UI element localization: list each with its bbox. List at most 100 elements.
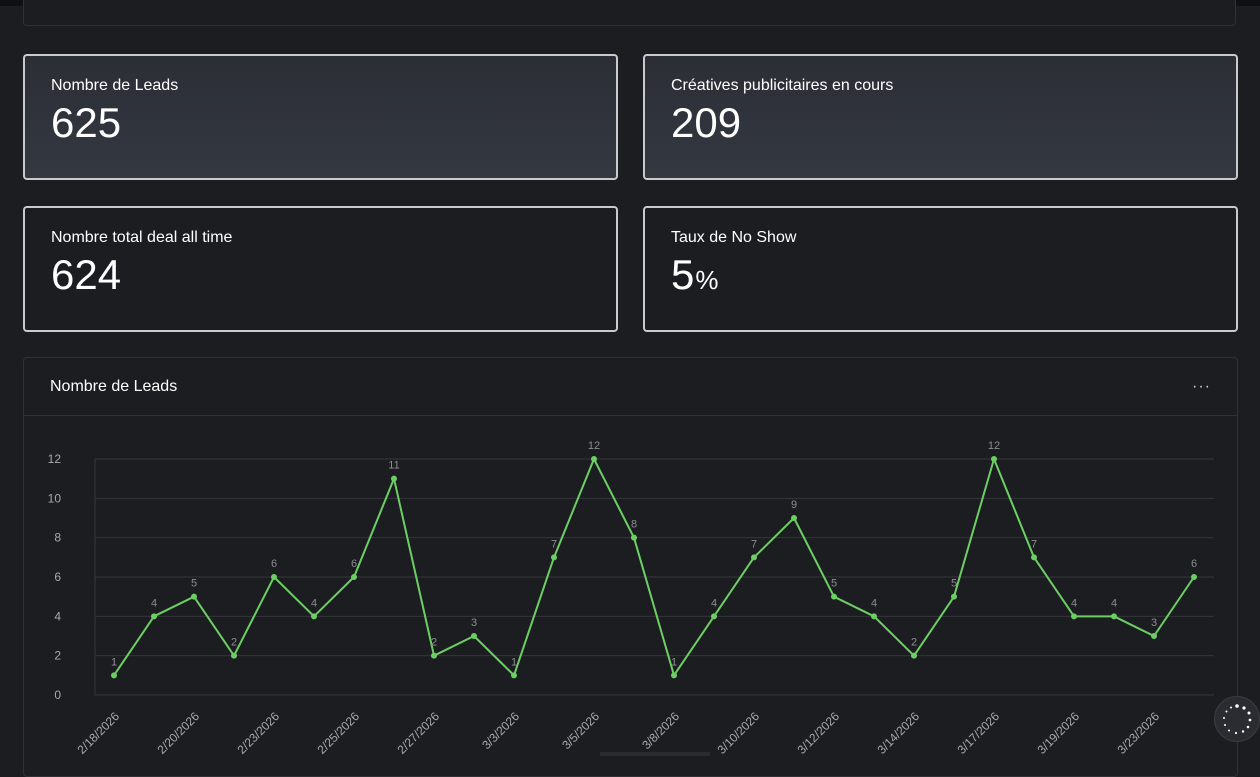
data-point [231,652,237,659]
more-options-button[interactable]: ··· [1192,377,1211,395]
data-point [1031,554,1037,561]
kpi-label: Créatives publicitaires en cours [671,77,894,94]
kpi-card-creatives[interactable]: Créatives publicitaires en cours 209 [643,54,1238,180]
data-point [951,593,957,600]
x-tick-label: 2/23/2026 [234,709,282,756]
data-point [271,574,277,580]
data-point [1071,613,1077,620]
y-tick-label: 0 [54,688,61,702]
top-panel [23,0,1236,26]
data-point [151,613,157,620]
data-point [511,672,517,679]
kpi-value: 625 [51,100,590,151]
data-label: 2 [431,637,437,649]
data-label: 3 [471,617,477,629]
data-point [711,613,717,620]
bottom-strip [600,752,710,756]
kpi-card-no-show[interactable]: Taux de No Show 5% [643,206,1238,332]
kpi-value: 624 [51,252,590,303]
loading-spinner[interactable] [1214,696,1260,742]
data-label: 11 [388,460,399,472]
data-label: 8 [631,519,637,531]
data-label: 3 [1151,617,1157,629]
y-tick-label: 12 [48,452,62,466]
kpi-label: Nombre de Leads [51,77,179,94]
data-point [471,633,477,639]
data-point [671,672,677,679]
data-label: 4 [1071,597,1077,609]
kpi-label: Taux de No Show [671,229,797,246]
data-label: 1 [511,656,517,668]
data-point [991,456,997,462]
data-label: 6 [351,558,357,570]
y-tick-label: 4 [54,609,61,623]
data-label: 2 [231,637,237,649]
y-tick-label: 2 [54,649,61,663]
kpi-number: 209 [671,99,742,146]
data-point [311,613,317,620]
data-label: 5 [191,578,197,590]
data-point [1151,633,1157,639]
x-tick-label: 2/20/2026 [154,709,202,756]
x-tick-label: 3/19/2026 [1034,709,1082,756]
kpi-label: Nombre total deal all time [51,229,233,246]
kpi-value: 209 [671,100,1210,151]
data-label: 9 [791,499,797,511]
data-point [191,593,197,600]
data-point [431,652,437,659]
data-label: 12 [988,440,1000,452]
kpi-unit: % [695,265,719,295]
data-label: 6 [1191,558,1197,570]
data-point [1191,574,1197,580]
y-tick-label: 6 [54,570,61,584]
data-point [791,515,797,521]
chart-header: Nombre de Leads ··· [24,358,1237,416]
data-label: 6 [271,558,277,570]
x-tick-label: 3/8/2026 [639,709,682,752]
data-label: 2 [911,637,917,649]
data-point [831,593,837,600]
data-label: 1 [111,656,117,668]
data-label: 4 [151,597,157,609]
kpi-number: 624 [51,251,122,298]
kpi-card-total-deals[interactable]: Nombre total deal all time 624 [23,206,618,332]
kpi-card-leads[interactable]: Nombre de Leads 625 [23,54,618,180]
data-label: 1 [671,656,677,668]
x-tick-label: 3/23/2026 [1114,709,1162,756]
data-label: 5 [831,578,837,590]
data-label: 7 [751,538,757,550]
x-tick-label: 3/5/2026 [559,709,602,752]
y-tick-label: 10 [48,491,62,505]
x-tick-label: 3/14/2026 [874,709,922,756]
y-tick-label: 8 [54,531,61,545]
x-tick-label: 3/17/2026 [954,709,1002,756]
chart-panel: Nombre de Leads ··· [23,357,1238,777]
x-tick-label: 3/3/2026 [479,709,522,752]
data-point [871,613,877,620]
data-point [1111,613,1117,620]
data-label: 7 [551,538,557,550]
data-label: 4 [871,597,877,609]
data-label: 4 [711,597,717,609]
chart-title: Nombre de Leads [50,377,178,395]
data-point [551,554,557,561]
data-label: 5 [951,578,957,590]
kpi-value: 5% [671,252,1210,303]
data-label: 12 [588,440,600,452]
data-label: 4 [1111,597,1117,609]
data-point [751,554,757,561]
x-tick-label: 3/12/2026 [794,709,842,756]
data-point [111,672,117,679]
data-point [911,652,917,659]
spinner-icon [1223,704,1252,735]
series-line [113,458,1195,677]
data-label: 7 [1031,538,1037,550]
data-point [391,475,397,482]
kpi-number: 625 [51,99,122,146]
data-point [351,574,357,580]
x-tick-label: 2/27/2026 [394,709,442,756]
x-tick-label: 3/10/2026 [714,709,762,756]
data-label: 4 [311,597,317,609]
data-point [591,456,597,462]
